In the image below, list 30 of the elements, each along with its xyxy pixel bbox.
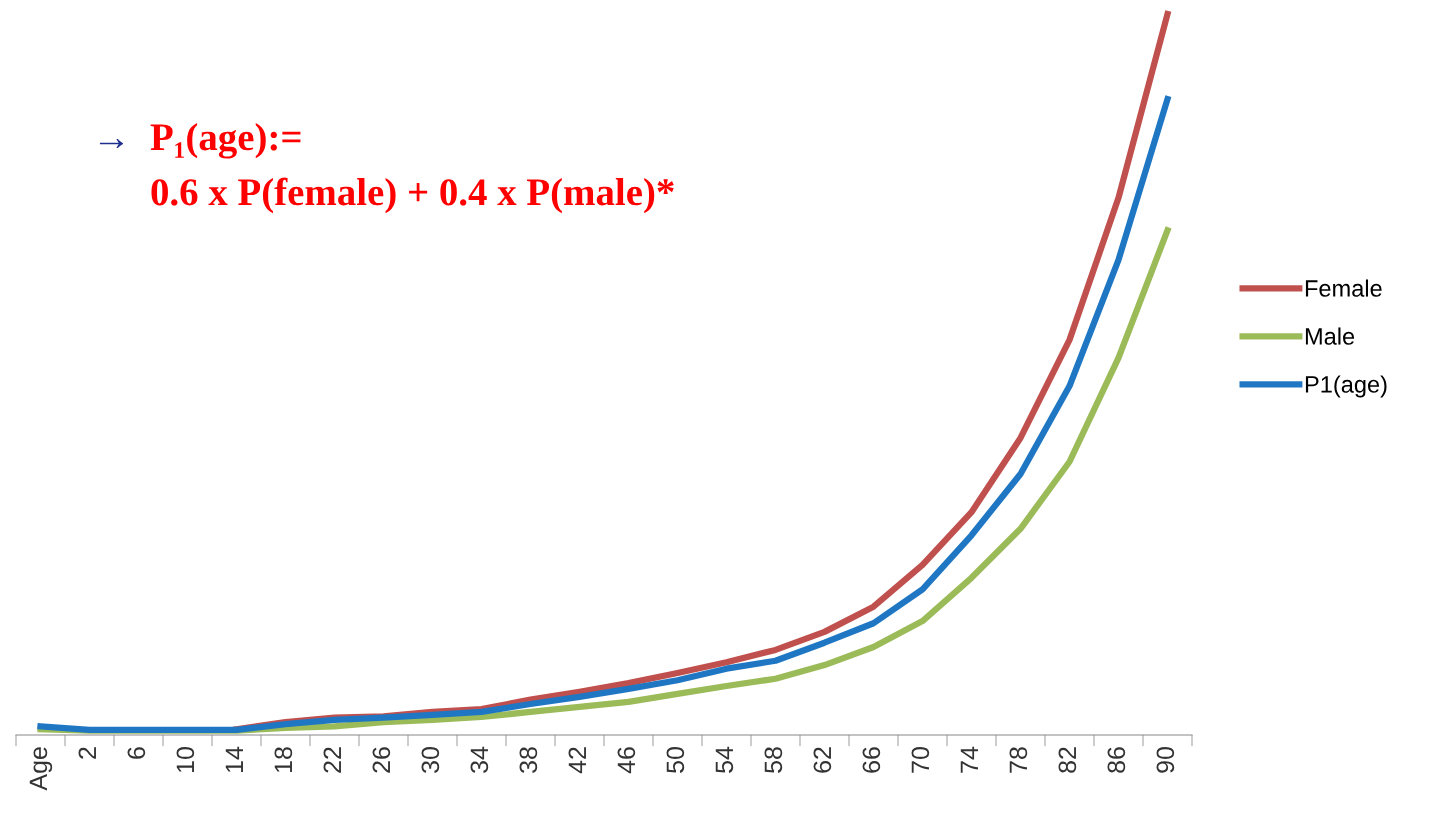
x-tick-label: 46 xyxy=(617,747,636,774)
x-tick-label: 42 xyxy=(568,747,586,774)
annotation: P₁(age):= xyxy=(150,123,301,159)
x-tick-label: 58 xyxy=(764,747,783,773)
x-tick-label: Age xyxy=(29,747,53,791)
x-tick-label: 6 xyxy=(127,747,146,759)
x-tick-label: 34 xyxy=(470,746,489,773)
x-tick-label: 70 xyxy=(911,747,930,773)
x-tick-label: 50 xyxy=(666,747,685,773)
annotation: 0.6 x P(female) + 0.4 x P(male)* xyxy=(151,177,674,214)
x-tick-label: 30 xyxy=(421,747,440,773)
x-tick-label: 82 xyxy=(1058,747,1077,773)
x-tick-label: 18 xyxy=(274,747,293,773)
x-tick-label: 66 xyxy=(862,747,881,773)
x-tick-label: 26 xyxy=(372,747,391,773)
x-tick-label: 78 xyxy=(1009,747,1028,773)
x-tick-label: 74 xyxy=(960,746,978,773)
x-tick-label: 62 xyxy=(813,747,832,773)
x-tick-label: 2 xyxy=(78,747,96,759)
x-tick-label: 86 xyxy=(1107,747,1126,773)
x-tick-label: 22 xyxy=(323,747,341,773)
x-tick-label: 38 xyxy=(519,747,538,773)
x-tick-label: 90 xyxy=(1156,747,1175,773)
x-tick-label: 54 xyxy=(715,746,734,773)
legend-label: P1(age) xyxy=(1305,375,1387,398)
x-tick-label: 10 xyxy=(176,747,195,773)
annotation: → xyxy=(99,138,123,149)
x-tick-label: 14 xyxy=(225,746,243,773)
legend-label: Female xyxy=(1305,279,1382,297)
legend-label: Male xyxy=(1305,327,1355,345)
